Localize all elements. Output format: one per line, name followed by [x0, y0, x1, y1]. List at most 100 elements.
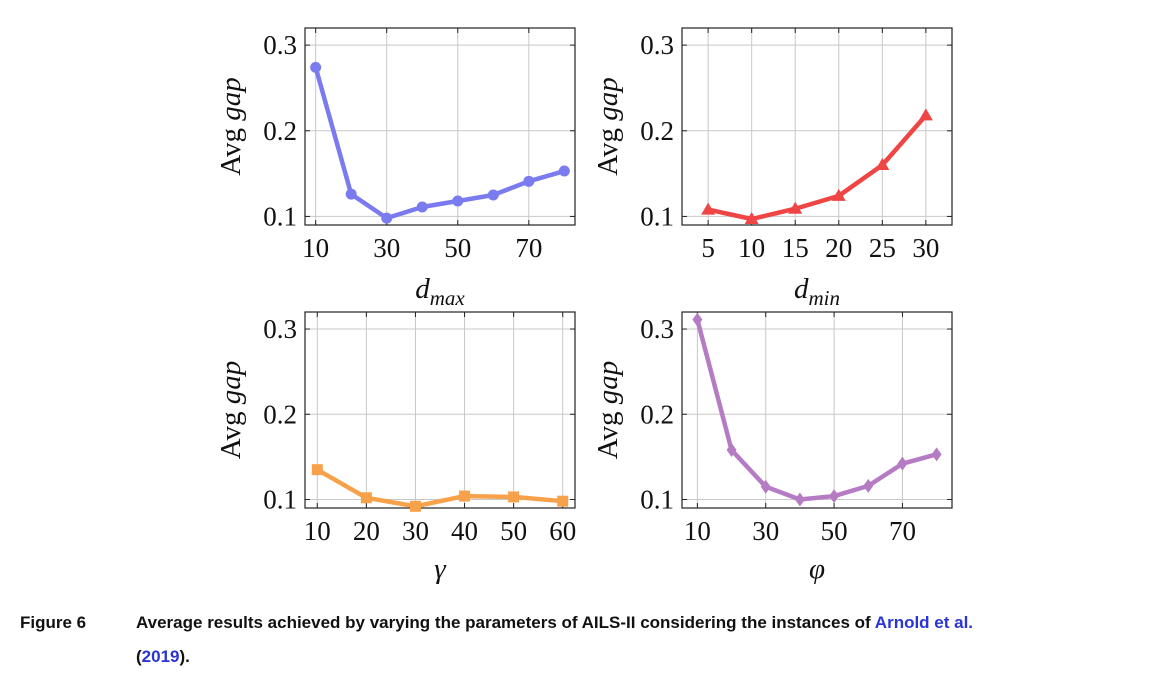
plot-frame [304, 27, 576, 226]
plot-frame [681, 27, 953, 226]
y-axis-label-var: gap [592, 361, 624, 405]
x-tick-label: 30 [752, 516, 779, 546]
x-tick-label: 15 [782, 233, 809, 263]
x-tick-label: 30 [402, 516, 429, 546]
y-tick-label: 0.1 [640, 484, 674, 514]
y-tick-label: 0.2 [640, 399, 674, 429]
x-axis-label-sub: max [430, 286, 466, 310]
y-axis-label: Avg gap [592, 361, 624, 460]
y-tick-label: 0.3 [640, 30, 674, 60]
x-axis-label-sub: min [809, 286, 841, 310]
x-tick-label: 30 [912, 233, 939, 263]
y-tick-label: 0.3 [640, 314, 674, 344]
y-tick-label: 0.3 [263, 30, 297, 60]
caption-close-paren: ). [179, 647, 190, 666]
y-tick-label: 0.2 [263, 116, 297, 146]
data-point [875, 158, 890, 171]
data-point [523, 175, 535, 187]
data-point [794, 492, 805, 507]
data-point [692, 312, 703, 327]
series-line [313, 66, 565, 221]
data-point [831, 188, 846, 201]
x-tick-label: 60 [549, 516, 576, 546]
y-axis-label-var: gap [592, 77, 624, 121]
x-tick-label: 50 [500, 516, 527, 546]
y-axis-label-text: Avg [592, 121, 624, 176]
x-tick-label: 50 [444, 233, 471, 263]
x-axis-label: γ [434, 553, 447, 585]
chart-panel-3: 10 20 30 40 50 60 0.1 0.2 0.3 Avg gap γ [215, 311, 576, 585]
x-axis-label-var: d [415, 273, 430, 305]
data-point [897, 456, 908, 471]
citation-year-link[interactable]: 2019 [141, 647, 180, 666]
data-point [760, 479, 771, 494]
data-point [863, 478, 874, 493]
data-point [310, 61, 322, 73]
figure-label: Figure 6 [20, 613, 87, 632]
x-axis-label: dmax [415, 273, 465, 310]
x-axis-label-var: φ [809, 553, 825, 585]
data-point [416, 201, 428, 213]
x-tick-label: 70 [889, 516, 916, 546]
chart-panel-1: 10 30 50 70 0.1 0.2 0.3 Avg gap dmax [215, 27, 576, 310]
series-line [695, 319, 938, 502]
data-point [409, 500, 421, 512]
data-point [452, 195, 464, 207]
data-point [918, 108, 933, 121]
data-point [557, 495, 569, 507]
y-axis-label: Avg gap [592, 77, 624, 176]
data-point [381, 212, 393, 224]
data-point [829, 489, 840, 504]
x-tick-label: 50 [821, 516, 848, 546]
y-tick-label: 0.2 [263, 399, 297, 429]
x-tick-label: 10 [304, 516, 331, 546]
x-tick-label: 10 [302, 233, 329, 263]
y-axis-label: Avg gap [215, 361, 247, 460]
chart-panel-4: 10 30 50 70 0.1 0.2 0.3 Avg gap φ [592, 311, 953, 585]
plot-frame [304, 311, 576, 509]
x-tick-label: 10 [738, 233, 765, 263]
caption-text: Average results achieved by varying the … [136, 613, 875, 632]
y-axis-label-text: Avg [215, 404, 247, 459]
chart-panel-2: 5 10 15 20 25 30 0.1 0.2 0.3 Avg gap dmin [592, 27, 953, 310]
x-tick-label: 5 [701, 233, 715, 263]
data-point [726, 443, 737, 458]
series-line [316, 467, 563, 509]
x-tick-label: 10 [684, 516, 711, 546]
data-point [311, 464, 323, 476]
data-point [744, 212, 759, 225]
x-tick-label: 40 [451, 516, 478, 546]
y-tick-label: 0.2 [640, 116, 674, 146]
x-axis-label: φ [809, 553, 825, 585]
data-point [701, 202, 716, 215]
data-point [508, 491, 520, 503]
y-tick-label: 0.1 [263, 484, 297, 514]
x-tick-label: 20 [825, 233, 852, 263]
data-point [788, 201, 803, 214]
x-tick-label: 20 [353, 516, 380, 546]
plot-frame [681, 311, 953, 509]
y-axis-label-text: Avg [215, 121, 247, 176]
data-point [558, 165, 570, 177]
x-axis-label-var: γ [434, 553, 447, 585]
y-axis-label-text: Avg [592, 404, 624, 459]
y-tick-label: 0.1 [640, 201, 674, 231]
citation-authors-link[interactable]: Arnold et al. [874, 613, 974, 632]
y-axis-label-var: gap [215, 77, 247, 121]
y-tick-label: 0.1 [263, 201, 297, 231]
y-axis-label-var: gap [215, 361, 247, 405]
y-axis-label: Avg gap [215, 77, 247, 176]
x-axis-label-var: d [794, 273, 809, 305]
x-tick-label: 25 [869, 233, 896, 263]
x-tick-label: 30 [373, 233, 400, 263]
data-point [360, 492, 372, 504]
y-tick-label: 0.3 [263, 314, 297, 344]
series-line [707, 113, 928, 222]
caption-open-paren: ( [136, 647, 142, 666]
data-point [931, 447, 942, 462]
x-axis-label: dmin [794, 273, 840, 310]
caption-text-block: Average results achieved by varying the … [136, 606, 1156, 674]
data-point [345, 188, 357, 200]
x-tick-label: 70 [515, 233, 542, 263]
